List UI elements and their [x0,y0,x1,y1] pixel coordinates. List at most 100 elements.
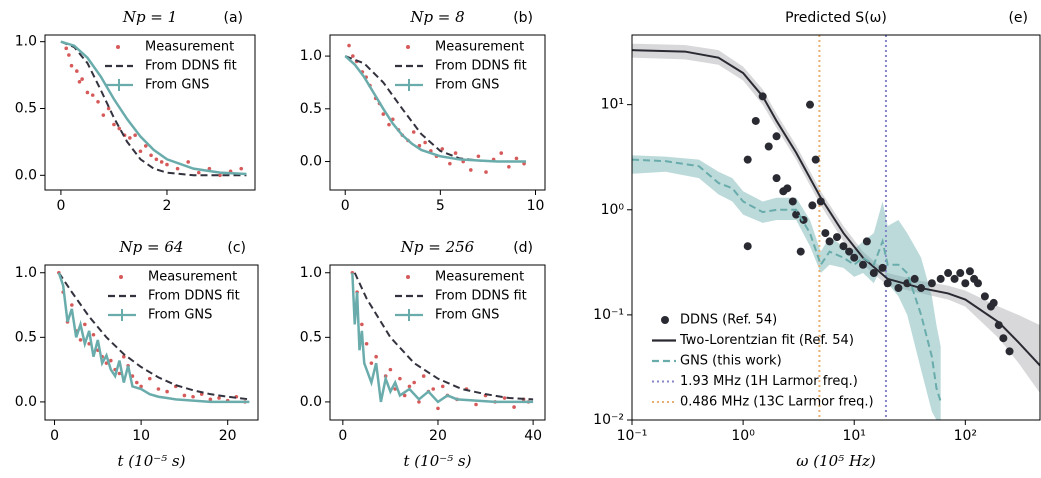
data-point [77,79,82,84]
plot-area [60,40,247,178]
panel-label: (e) [1008,10,1028,26]
panel-label: (d) [513,240,533,256]
data-point [80,77,84,81]
data-point [440,147,445,151]
data-point [217,396,221,400]
data-point [109,358,113,363]
data-point [83,322,87,327]
x-tick-label: 10 [132,428,150,444]
panel-title: Np = 1 [122,8,177,26]
data-point [85,90,90,95]
plot-area [57,270,250,404]
data-line [351,272,534,404]
x-tick-label: 20 [429,428,447,444]
confidence-band [632,155,941,420]
panel-title: Np = 64 [119,238,184,256]
x-tick-label: 40 [524,428,542,444]
data-point [927,279,936,288]
data-point [138,149,143,154]
data-point [70,303,74,307]
y-tick-label: 1.0 [300,265,322,281]
data-point [134,380,139,385]
legend-marker [406,45,410,49]
data-point [440,384,445,389]
data-point [950,274,959,283]
data-point [218,173,222,178]
data-point [351,54,355,58]
y-tick-label: 0.5 [300,329,322,345]
plot-area [350,270,534,411]
data-point [139,384,143,389]
panel-title: Np = 8 [409,8,464,26]
x-tick-label: 0 [338,428,347,444]
data-point [743,242,752,251]
data-point [453,151,458,155]
data-point [402,393,407,398]
legend-label: 0.486 MHz (13C Larmor freq.) [680,395,874,410]
axes-frame [329,264,546,421]
data-point [106,106,111,111]
y-tick-label: 1.0 [15,34,37,50]
panel-title: Np = 256 [400,238,475,256]
data-point [808,201,817,210]
data-point [859,260,868,269]
data-point [788,197,797,206]
data-line [632,49,1040,367]
x-tick-label: 20 [219,428,237,444]
x-tick-label: 10¹ [842,428,865,444]
x-tick-label: 0 [50,428,59,444]
data-point [850,253,859,262]
data-point [143,144,148,148]
data-point [845,247,854,256]
data-point [90,93,95,97]
data-point [69,63,74,68]
data-point [421,374,426,378]
data-point [364,341,369,346]
axes-frame [329,34,546,191]
legend-label: Measurement [435,270,524,285]
legend-label: From GNS [435,308,499,323]
data-point [961,279,970,288]
data-point [484,170,488,174]
data-point [878,263,887,272]
data-point [208,397,213,402]
data-point [468,168,473,172]
y-tick-label: 10⁻¹ [593,307,624,323]
data-point [360,322,364,327]
data-point [821,229,830,238]
data-point [412,380,416,385]
data-point [825,237,834,246]
data-point [839,242,848,251]
data-point [154,157,159,162]
data-point [796,247,805,256]
data-line [353,272,534,401]
data-point [980,292,989,301]
x-tick-label: 10⁻¹ [617,428,648,444]
legend-label: From GNS [435,78,499,93]
y-tick-label: 0.5 [300,101,322,117]
data-point [112,122,116,127]
data-point [117,371,122,376]
legend-label: From DDNS fit [148,289,240,304]
data-point [411,130,416,134]
legend-label: From DDNS fit [435,59,527,74]
data-point [186,160,190,164]
y-tick-label: 10⁻² [593,412,624,428]
data-point [156,387,161,391]
data-point [423,140,427,145]
plot-area [632,35,1040,420]
data-point [894,284,903,293]
data-point [75,69,79,73]
legend-label: Measurement [148,270,237,285]
y-tick-label: 0.0 [15,167,37,183]
data-point [956,269,965,278]
legend-marker [119,275,123,279]
data-point [369,361,374,365]
data-line [632,158,942,402]
legend-marker [661,316,669,324]
y-tick-label: 0.5 [15,100,37,116]
y-tick-label: 0.0 [300,394,322,410]
x-tick-label: 5 [436,198,445,214]
